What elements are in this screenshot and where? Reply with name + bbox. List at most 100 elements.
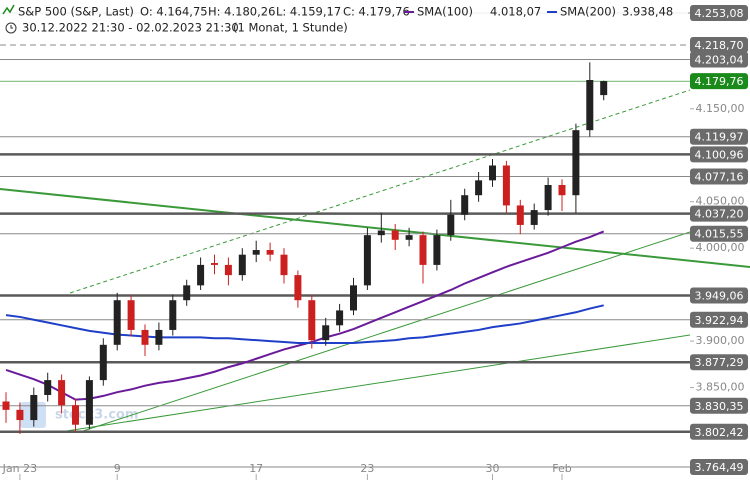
level-label: 4.015,55 xyxy=(695,228,744,241)
x-tick-label: 30 xyxy=(486,462,500,475)
y-tick-label: 4.000,00 xyxy=(696,241,745,254)
level-box xyxy=(690,459,748,476)
candle-body xyxy=(322,325,330,341)
candle-body xyxy=(99,344,107,381)
legend-value: 3.938,48 xyxy=(622,5,673,19)
candle-body xyxy=(530,210,538,225)
level-box xyxy=(690,225,748,242)
period: (1 Monat, 1 Stunde) xyxy=(233,21,348,35)
trend-line xyxy=(79,231,691,433)
candle-body xyxy=(350,285,357,311)
x-tick-label: 17 xyxy=(249,462,263,475)
x-tick-label: 9 xyxy=(114,462,121,475)
candle-body xyxy=(336,310,344,326)
candle-body xyxy=(141,329,149,345)
candle-body xyxy=(72,405,79,425)
candle-body xyxy=(544,184,552,211)
clock-icon xyxy=(5,22,17,34)
candle-body xyxy=(308,300,316,341)
candle-body xyxy=(558,184,566,196)
candle-body xyxy=(58,380,66,406)
level-label: 4.037,20 xyxy=(695,208,744,221)
level-label: 4.100,96 xyxy=(695,148,744,161)
level-label: 3.764,49 xyxy=(695,461,744,474)
level-label: 4.077,16 xyxy=(695,170,744,183)
open: O: 4.164,75 xyxy=(140,5,208,19)
candle-body xyxy=(2,401,10,410)
level-label: 3.830,35 xyxy=(695,400,744,413)
low: L: 4.159,17 xyxy=(276,5,341,19)
sma-line xyxy=(5,230,605,401)
candle-body xyxy=(127,300,135,330)
candle-body xyxy=(475,180,483,196)
candle-body xyxy=(572,130,580,196)
level-label: 3.922,94 xyxy=(695,314,744,327)
level-box xyxy=(690,146,748,163)
level-label: 3.802,42 xyxy=(695,426,744,439)
candle-body xyxy=(280,254,288,276)
last-box xyxy=(690,73,748,90)
candle-body xyxy=(600,81,608,96)
level-label: 4.203,04 xyxy=(695,54,744,67)
candle-body xyxy=(461,195,469,215)
symbol: S&P 500 (S&P, Last) xyxy=(18,5,134,19)
candle-body xyxy=(85,380,93,425)
candle-body xyxy=(30,394,38,421)
header: S&P 500 (S&P, Last) O: 4.164,75 H: 4.180… xyxy=(0,2,688,36)
legend-label: SMA(200) xyxy=(560,5,616,19)
x-tick-label: Feb xyxy=(552,462,571,475)
y-tick-label: 4.050,00 xyxy=(696,195,745,208)
level-box xyxy=(690,168,748,185)
legend-value: 4.018,07 xyxy=(490,5,541,19)
high: H: 4.180,26 xyxy=(208,5,275,19)
candle-body xyxy=(266,250,274,255)
level-box xyxy=(690,205,748,222)
candle-body xyxy=(197,264,205,286)
candle-body xyxy=(377,230,385,236)
level-label: 3.949,06 xyxy=(695,290,744,303)
level-box xyxy=(690,36,748,53)
candle-body xyxy=(16,409,24,421)
trend-lines xyxy=(0,89,750,433)
candle-body xyxy=(419,235,427,265)
level-box xyxy=(690,5,748,22)
candle-body xyxy=(363,235,371,286)
candle-body xyxy=(211,263,218,265)
candle-body xyxy=(183,285,191,301)
last-label: 4.179,76 xyxy=(695,75,744,88)
trend-line xyxy=(0,188,750,268)
candle-body xyxy=(586,80,594,131)
candle-body xyxy=(294,275,302,301)
level-box xyxy=(690,287,748,304)
candle-body xyxy=(391,230,399,240)
candle-body xyxy=(516,205,524,225)
trend-line xyxy=(69,89,691,294)
y-tick-label: 3.850,00 xyxy=(696,381,745,394)
candle-body xyxy=(44,380,52,395)
level-box xyxy=(690,423,748,440)
candle-body xyxy=(155,329,163,345)
x-tick-label: Jan 23 xyxy=(2,462,37,475)
clock-hands xyxy=(10,25,13,29)
level-label: 3.877,29 xyxy=(695,356,744,369)
trend-line xyxy=(59,334,691,433)
level-box xyxy=(690,51,748,68)
candle-body xyxy=(238,254,246,276)
candle-body xyxy=(252,250,260,255)
watermark: stock3.com xyxy=(55,408,138,423)
level-label: 4.119,97 xyxy=(695,131,744,144)
level-box xyxy=(690,397,748,414)
candle-body xyxy=(447,214,455,236)
header-bg xyxy=(0,2,688,36)
level-box xyxy=(690,311,748,328)
candle-body xyxy=(433,235,441,265)
legend-label: SMA(100) xyxy=(417,5,473,19)
candle-body xyxy=(224,264,232,276)
candle-body xyxy=(113,300,121,345)
level-label: 4.218,70 xyxy=(695,39,744,52)
candle-body xyxy=(169,300,177,330)
candle-body xyxy=(405,235,413,240)
y-tick-label: 3.900,00 xyxy=(696,334,745,347)
